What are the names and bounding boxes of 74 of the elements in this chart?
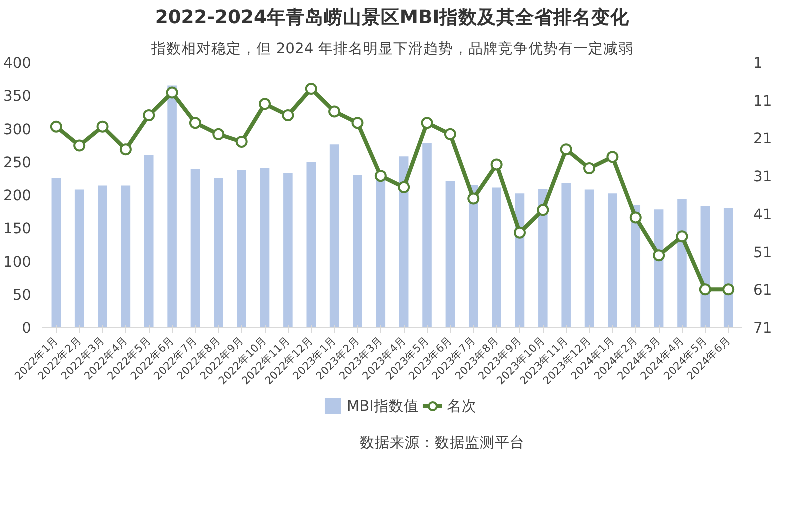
point <box>584 162 596 174</box>
y-tick-label: 250 <box>4 154 32 172</box>
point <box>699 284 712 296</box>
bar <box>492 188 502 328</box>
bar <box>446 181 456 328</box>
y-tick-label: 0 <box>22 320 32 337</box>
y-tick-label: 300 <box>4 121 32 138</box>
y2-tick-label: 11 <box>754 92 772 110</box>
point <box>514 226 526 239</box>
point <box>421 117 434 130</box>
bar <box>121 186 131 328</box>
bar <box>190 169 200 328</box>
y-tick-label: 350 <box>4 88 32 106</box>
bar <box>608 194 618 328</box>
bar <box>376 178 386 328</box>
point <box>166 86 178 99</box>
y2-tick-label: 51 <box>754 244 772 262</box>
point <box>212 128 225 140</box>
point <box>630 212 642 224</box>
y-tick-label: 400 <box>4 55 32 72</box>
bar <box>353 175 362 328</box>
y2-tick-label: 21 <box>754 130 772 148</box>
y2-tick-label: 31 <box>754 168 772 186</box>
chart-title: 2022-2024年青岛崂山景区MBI指数及其全省排名变化 <box>155 6 631 28</box>
point <box>50 120 62 133</box>
point <box>490 158 503 171</box>
point <box>374 170 387 182</box>
bar <box>306 162 316 328</box>
bar <box>98 186 108 328</box>
y-tick-label: 150 <box>4 220 32 238</box>
bar <box>422 143 432 328</box>
bar <box>144 155 154 328</box>
bar <box>468 185 478 328</box>
point <box>305 83 318 95</box>
bar <box>284 173 293 328</box>
point <box>189 117 202 130</box>
y-tick-label: 200 <box>4 188 32 204</box>
point <box>444 128 456 140</box>
point <box>74 140 86 152</box>
y2-tick-label: 41 <box>754 206 772 224</box>
point <box>398 181 410 194</box>
point <box>537 204 550 216</box>
bar <box>237 170 246 328</box>
point <box>468 192 480 205</box>
point <box>560 144 572 156</box>
point <box>653 250 666 262</box>
bar <box>562 183 571 328</box>
source-note: 数据来源：数据监测平台 <box>360 434 525 452</box>
point <box>282 110 294 122</box>
chart-subtitle: 指数相对稳定，但 2024 年排名明显下滑趋势，品牌竞争优势有一定减弱 <box>150 40 634 58</box>
point <box>236 136 248 148</box>
y-tick-label: 100 <box>4 254 32 271</box>
point <box>328 106 341 118</box>
bar <box>214 178 224 328</box>
legend-label: MBI指数值 <box>346 396 420 416</box>
y-tick-label: 50 <box>12 286 32 304</box>
bar <box>584 190 594 328</box>
bar <box>168 86 177 328</box>
bar <box>52 178 62 328</box>
point <box>676 230 688 243</box>
y2-tick-label: 1 <box>754 55 763 72</box>
point <box>96 120 109 133</box>
bar <box>74 190 84 328</box>
y2-tick-label: 71 <box>754 320 772 337</box>
point <box>143 110 156 122</box>
point <box>722 284 735 296</box>
bar <box>330 144 340 328</box>
bar <box>260 168 270 328</box>
point <box>606 151 619 164</box>
y2-tick-label: 61 <box>754 282 772 300</box>
point <box>120 144 132 156</box>
legend-label: 名次 <box>447 396 478 416</box>
point <box>352 117 364 130</box>
point <box>259 98 272 110</box>
